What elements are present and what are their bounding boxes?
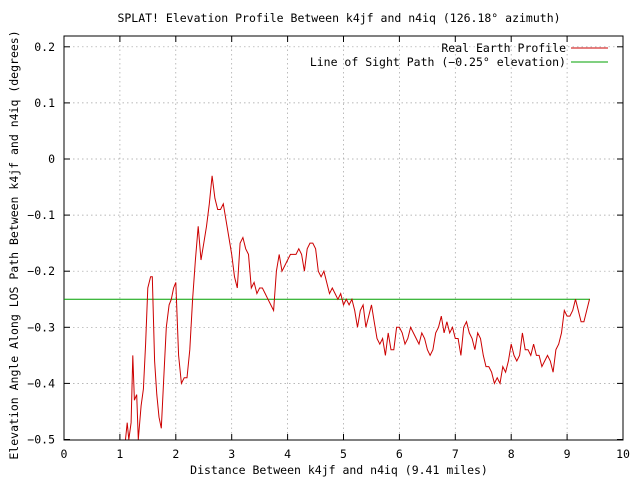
x-tick-label: 8 — [508, 447, 515, 461]
y-tick-label: −0.1 — [27, 208, 55, 222]
x-tick-label: 9 — [564, 447, 571, 461]
y-tick-label: −0.3 — [27, 320, 55, 334]
x-tick-label: 1 — [116, 447, 123, 461]
x-axis-label: Distance Between k4jf and n4iq (9.41 mil… — [190, 463, 488, 477]
x-tick-label: 2 — [172, 447, 179, 461]
x-tick-label: 4 — [284, 447, 291, 461]
y-axis-ticks: 0.2 0.1 0 −0.1 −0.2 −0.3 −0.4 −0.5 — [27, 40, 623, 447]
x-axis-ticks: 0 1 2 3 4 5 6 7 8 9 10 — [61, 36, 630, 461]
y-tick-label: −0.2 — [27, 264, 55, 278]
y-axis-label: Elevation Angle Along LOS Path Between k… — [7, 30, 21, 459]
x-tick-label: 6 — [396, 447, 403, 461]
x-tick-label: 5 — [340, 447, 347, 461]
y-tick-label: −0.4 — [27, 376, 55, 390]
legend-label-line-of-sight: Line of Sight Path (−0.25° elevation) — [310, 55, 566, 69]
y-tick-label: 0 — [48, 152, 55, 166]
plot-frame — [63, 35, 624, 441]
y-tick-label: 0.1 — [34, 96, 55, 110]
series-real-earth-profile — [125, 175, 590, 440]
grid-lines — [64, 36, 623, 440]
y-tick-label: 0.2 — [34, 40, 55, 54]
x-tick-label: 7 — [452, 447, 459, 461]
x-tick-label: 0 — [61, 447, 68, 461]
y-tick-label: −0.5 — [27, 433, 55, 447]
x-tick-label: 3 — [228, 447, 235, 461]
series-layer — [64, 175, 590, 440]
chart-title: SPLAT! Elevation Profile Between k4jf an… — [117, 11, 560, 25]
legend-label-real-earth-profile: Real Earth Profile — [441, 41, 566, 55]
legend: Real Earth Profile Line of Sight Path (−… — [310, 41, 608, 69]
x-tick-label: 10 — [616, 447, 630, 461]
